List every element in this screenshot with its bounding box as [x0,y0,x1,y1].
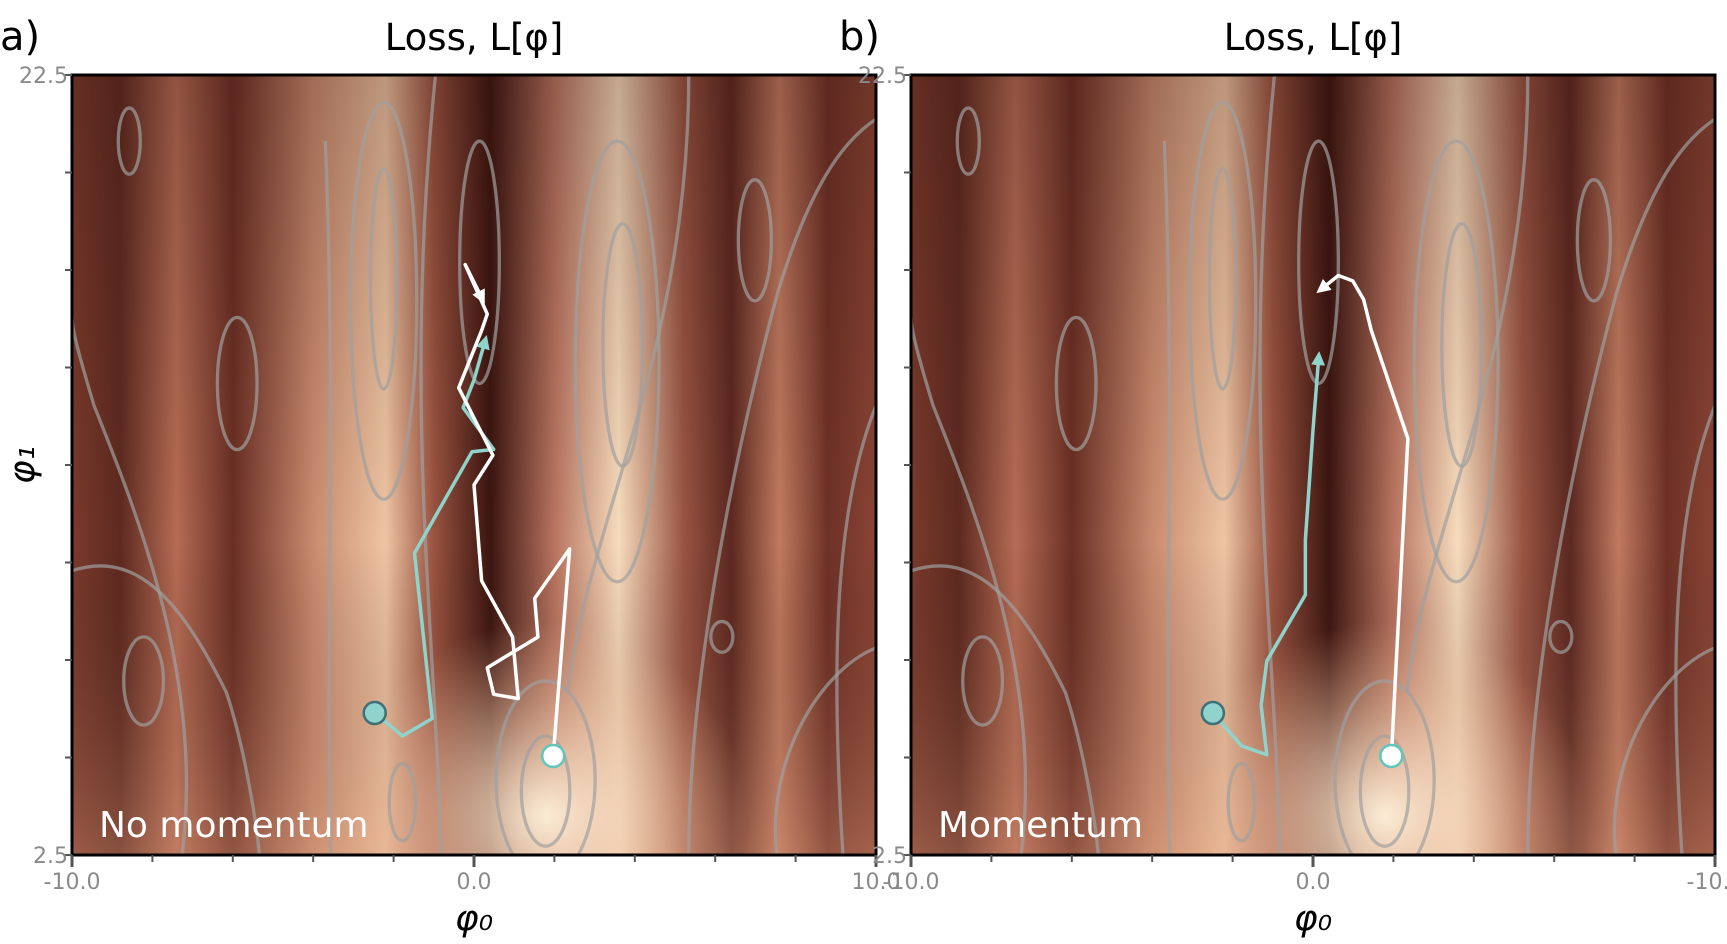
plot-area [72,75,876,855]
y-tick-label: 2.5 [33,844,68,869]
y-tick-label: 22.5 [19,64,68,89]
trajectory [1316,273,1410,757]
start-point [540,743,566,769]
start-point [1200,700,1226,726]
trajectory [456,262,572,757]
loss-surface [911,75,1715,855]
x-axis-label: φ₀ [1294,898,1332,939]
start-point [1379,743,1404,769]
y-tick-label: 2.5 [872,844,907,869]
loss-surface [72,75,876,855]
start-point [362,700,387,726]
y-tick-label: 22.5 [858,64,907,89]
panel-label: b) [839,14,880,60]
x-tick-label: -10.0 [1687,870,1727,895]
x-axis-label: φ₀ [455,898,493,939]
x-tick-label: -10.0 [883,870,940,895]
panel-annotation: No momentum [99,805,369,846]
chart-title: Loss, L[φ] [385,16,564,59]
plot-area [911,75,1715,855]
trajectory [373,335,496,738]
y-axis-label: φ₁ [2,446,43,484]
x-tick-label: 10.0 [852,870,901,895]
x-tick-label: -10.0 [44,870,101,895]
trajectory [1211,351,1326,757]
panel-label: a) [0,14,40,60]
x-tick-label: 0.0 [457,870,492,895]
chart-title: Loss, L[φ] [1224,16,1403,59]
x-tick-label: 0.0 [1296,870,1331,895]
panel-annotation: Momentum [938,805,1143,846]
